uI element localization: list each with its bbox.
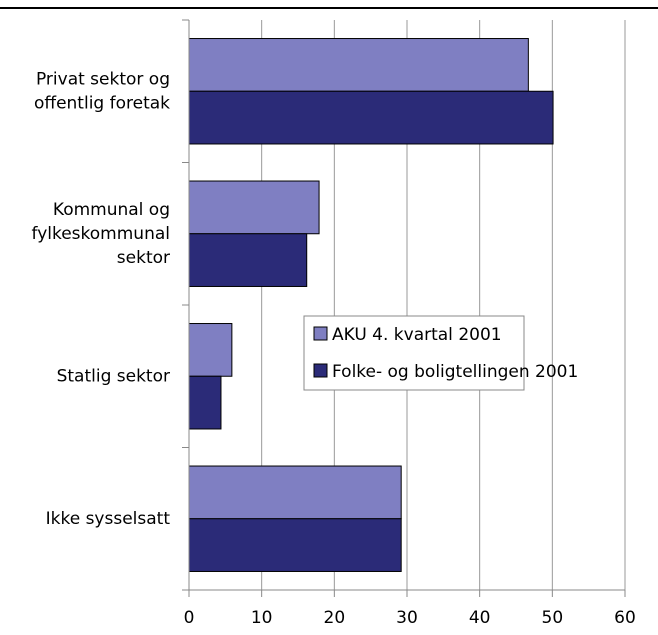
bar [188,375,222,430]
legend-label: Folke- og boligtellingen 2001 [332,362,578,382]
bar [188,90,554,145]
x-tick-label: 60 [614,608,636,628]
x-tick-label: 10 [251,608,273,628]
bar [188,233,308,287]
y-tick-label-line: Privat sektor og [36,69,170,89]
bar [188,323,233,377]
x-tick-label: 30 [396,608,418,628]
y-tick-label-line: Ikke sysselsatt [46,509,171,529]
x-tick-label: 0 [184,608,195,628]
y-tick-label: Kommunal og fylkeskommunal sektor [32,200,170,268]
y-tick-label-line: fylkeskommunal [32,224,170,244]
bar [188,465,402,520]
y-tick-label-line: offentlig foretak [34,93,170,113]
y-tick-label-line: Kommunal og [53,200,170,220]
legend-box [303,315,525,391]
y-tick-label: Ikke sysselsatt [46,509,171,529]
y-tick-label: Statlig sektor [57,366,170,386]
legend-swatch [313,363,328,378]
y-tick-label: Privat sektor og offentlig foretak [34,69,170,113]
legend-swatch [313,326,328,341]
x-tick-label: 50 [542,608,564,628]
y-tick-label-line: sektor [117,248,170,268]
bar [188,38,529,92]
x-tick-label: 40 [469,608,491,628]
bar [188,518,402,572]
x-tick-label: 20 [324,608,346,628]
bar [188,180,320,235]
y-tick-label-line: Statlig sektor [57,366,170,386]
legend-label: AKU 4. kvartal 2001 [332,325,502,345]
